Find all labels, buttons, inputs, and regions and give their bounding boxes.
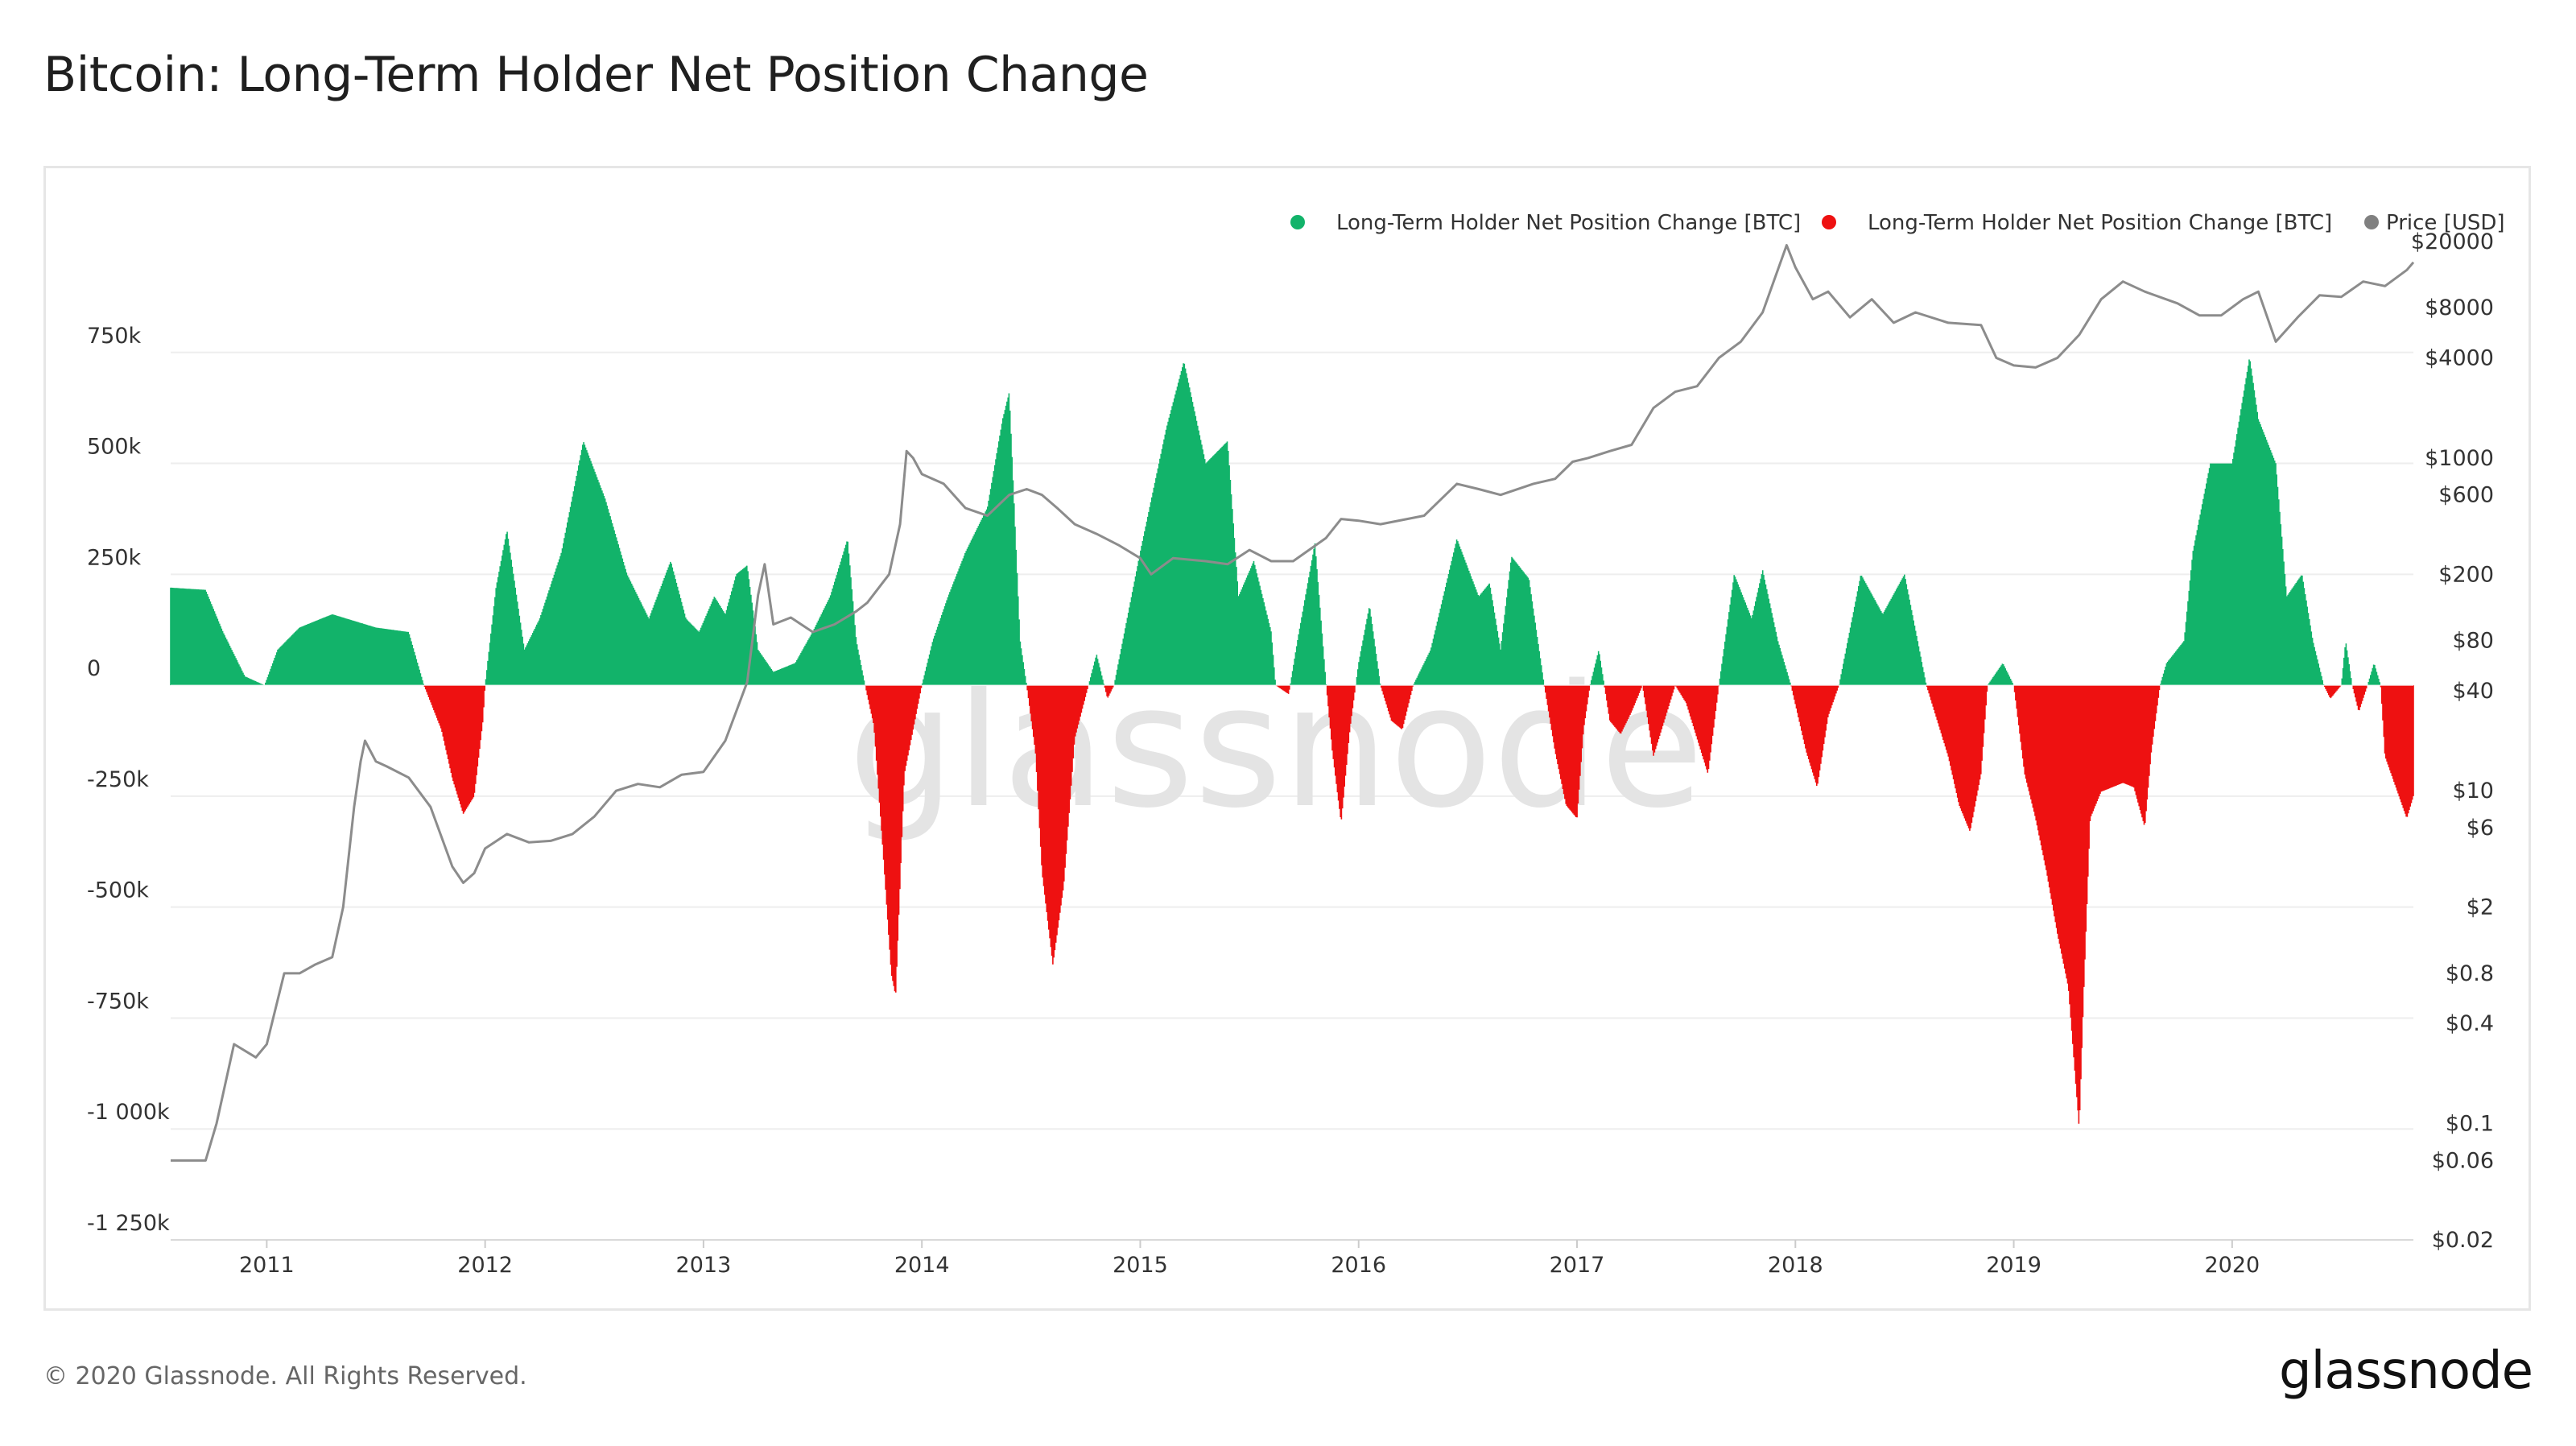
y-right-tick-label: $8000 bbox=[2425, 295, 2494, 320]
legend-marker bbox=[1290, 215, 1305, 229]
y-right-tick-label: $0.1 bbox=[2446, 1112, 2494, 1137]
legend-marker bbox=[2364, 215, 2379, 229]
price-line bbox=[171, 244, 2415, 1162]
y-left-tick-label: -1 000k bbox=[87, 1100, 170, 1125]
y-right-tick-label: $10 bbox=[2452, 779, 2494, 804]
y-left-tick-label: 0 bbox=[87, 656, 101, 681]
x-tick-label: 2013 bbox=[676, 1253, 732, 1278]
legend-label: Price [USD] bbox=[2386, 211, 2505, 235]
legend-label: Long-Term Holder Net Position Change [BT… bbox=[1868, 211, 2332, 235]
legend-marker bbox=[1822, 215, 1836, 229]
positive-net-change-bars bbox=[170, 359, 2380, 686]
x-tick-label: 2012 bbox=[457, 1253, 513, 1278]
x-tick-label: 2015 bbox=[1113, 1253, 1168, 1278]
y-right-tick-label: $20000 bbox=[2411, 229, 2494, 254]
footer-copyright: © 2020 Glassnode. All Rights Reserved. bbox=[43, 1362, 527, 1390]
y-left-tick-label: -750k bbox=[87, 989, 149, 1014]
y-right-tick-label: $80 bbox=[2452, 629, 2494, 654]
y-right-tick-label: $600 bbox=[2438, 483, 2494, 508]
y-right-tick-label: $0.8 bbox=[2446, 961, 2494, 986]
y-right-tick-label: $0.4 bbox=[2446, 1011, 2494, 1036]
x-tick-label: 2011 bbox=[239, 1253, 295, 1278]
y-right-tick-label: $200 bbox=[2438, 562, 2494, 587]
x-tick-label: 2020 bbox=[2204, 1253, 2260, 1278]
y-right-tick-label: $4000 bbox=[2425, 345, 2494, 370]
price-layer bbox=[171, 244, 2415, 1162]
y-left-tick-label: 250k bbox=[87, 545, 142, 570]
y-right-tick-label: $6 bbox=[2467, 816, 2494, 841]
y-right-tick-label: $2 bbox=[2467, 895, 2494, 920]
y-left-tick-label: 500k bbox=[87, 435, 142, 460]
negative-net-change-bars bbox=[423, 685, 2414, 1124]
axes-layer: 750k 500k 250k 0 -250k -500k -750k -1 000k -1 25… bbox=[87, 229, 2494, 1278]
glassnode-logo[interactable]: glassnode bbox=[2278, 1341, 2533, 1401]
y-left-tick-label: -1 250k bbox=[87, 1211, 170, 1236]
chart-frame bbox=[43, 166, 2531, 1311]
y-right-tick-label: $0.06 bbox=[2432, 1148, 2494, 1173]
y-left-tick-label: 750k bbox=[87, 324, 142, 349]
y-left-tick-label: -250k bbox=[87, 767, 149, 792]
legend: Long-Term Holder Net Position Change [BT… bbox=[1290, 211, 2505, 235]
y-right-tick-label: $0.02 bbox=[2432, 1228, 2494, 1253]
x-tick-label: 2016 bbox=[1331, 1253, 1386, 1278]
page-title: Bitcoin: Long-Term Holder Net Position C… bbox=[43, 47, 1149, 103]
x-tick-label: 2019 bbox=[1986, 1253, 2041, 1278]
x-tick-label: 2017 bbox=[1550, 1253, 1605, 1278]
x-tick-label: 2018 bbox=[1768, 1253, 1823, 1278]
y-left-tick-label: -500k bbox=[87, 878, 149, 903]
legend-label: Long-Term Holder Net Position Change [BT… bbox=[1336, 211, 1801, 235]
x-tick-label: 2014 bbox=[894, 1253, 950, 1278]
y-right-tick-label: $40 bbox=[2452, 679, 2494, 704]
y-right-tick-label: $1000 bbox=[2425, 446, 2494, 471]
bars-layer bbox=[170, 359, 2414, 1124]
